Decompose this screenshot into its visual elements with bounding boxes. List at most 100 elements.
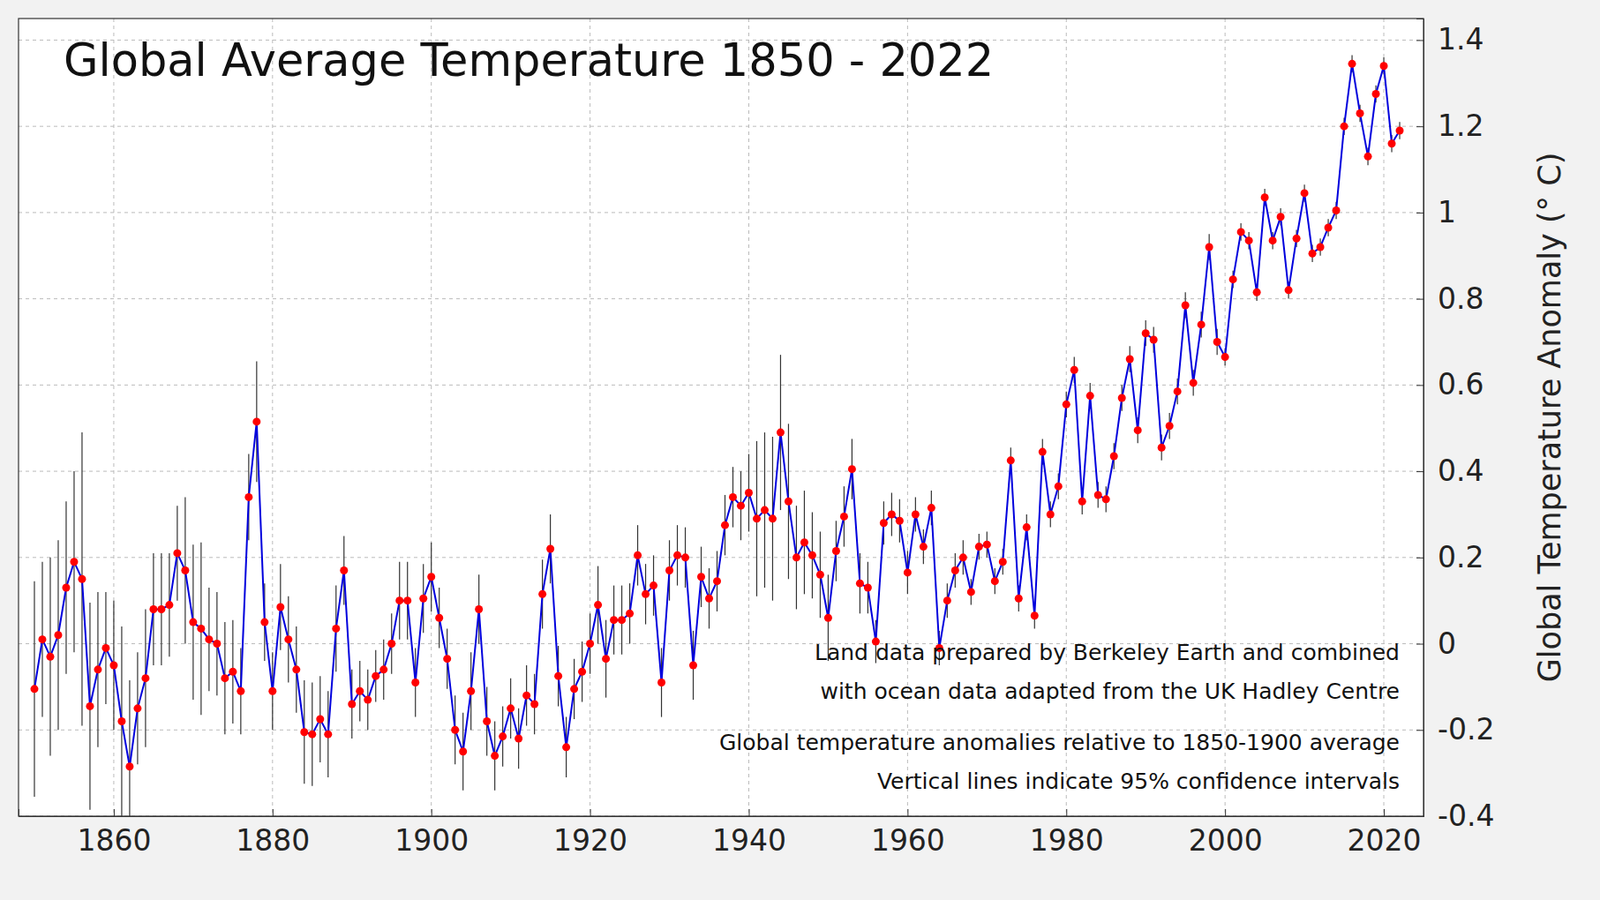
- point: [93, 665, 102, 674]
- point: [1165, 421, 1174, 430]
- tick-label: 1.2: [1437, 108, 1484, 143]
- point: [458, 747, 467, 756]
- point: [705, 594, 714, 603]
- tick-mark: [907, 809, 909, 817]
- tick-label: 0: [1437, 626, 1457, 662]
- point: [1324, 223, 1333, 232]
- tick-label: 1960: [871, 823, 946, 858]
- point: [1038, 448, 1047, 457]
- point: [1189, 378, 1198, 387]
- point: [601, 654, 610, 663]
- point: [101, 644, 110, 653]
- point: [1126, 355, 1135, 364]
- point: [236, 687, 245, 696]
- point: [276, 603, 285, 612]
- point: [1110, 451, 1119, 460]
- tick: 1.2: [1416, 108, 1484, 143]
- line: [34, 63, 1400, 767]
- tick: -0.2: [1416, 712, 1495, 747]
- tick-mark: [1416, 729, 1424, 731]
- tick: 0.6: [1416, 367, 1484, 402]
- point: [212, 639, 221, 648]
- point: [1356, 109, 1365, 118]
- point: [522, 691, 531, 700]
- point: [593, 600, 602, 609]
- point: [1269, 236, 1277, 245]
- point: [363, 696, 372, 705]
- point: [149, 605, 158, 614]
- point: [37, 635, 46, 644]
- point: [562, 743, 571, 752]
- point: [1292, 234, 1301, 243]
- point: [435, 614, 444, 623]
- point: [1118, 394, 1127, 403]
- point: [45, 653, 54, 662]
- point: [744, 488, 753, 497]
- point: [490, 751, 499, 760]
- point: [784, 497, 793, 506]
- tick: -0.4: [1416, 798, 1495, 834]
- tick-label: 1860: [76, 823, 151, 858]
- point: [1237, 227, 1246, 236]
- tick-label: 0.8: [1437, 281, 1484, 316]
- point: [260, 618, 269, 627]
- point: [697, 572, 706, 581]
- point: [991, 577, 1000, 586]
- point: [125, 762, 134, 771]
- point: [411, 678, 420, 687]
- point: [919, 542, 928, 551]
- point: [713, 577, 722, 586]
- point: [887, 510, 896, 519]
- tick: 1940: [712, 809, 787, 858]
- point: [721, 521, 729, 530]
- tick-mark: [1066, 809, 1067, 817]
- point: [1245, 236, 1254, 245]
- point: [1388, 139, 1397, 148]
- marks: [30, 55, 1404, 817]
- point: [204, 635, 213, 644]
- tick: 0.2: [1416, 540, 1484, 575]
- point: [188, 618, 197, 627]
- tick-mark: [1224, 809, 1226, 817]
- point: [585, 639, 594, 648]
- point: [30, 684, 38, 693]
- tick-label: 2020: [1347, 823, 1422, 858]
- point: [665, 566, 674, 575]
- point: [863, 584, 872, 593]
- tick: 0.4: [1416, 453, 1484, 489]
- point: [1300, 188, 1309, 197]
- tick-label: 1880: [235, 823, 310, 858]
- point: [1094, 490, 1103, 499]
- tick: 1880: [235, 809, 310, 858]
- tick: 1980: [1029, 809, 1105, 858]
- point: [617, 615, 626, 624]
- point: [1396, 127, 1405, 136]
- point: [641, 590, 650, 599]
- point: [474, 605, 483, 614]
- point: [339, 566, 348, 575]
- point: [1197, 320, 1206, 329]
- point: [1340, 122, 1349, 131]
- point: [443, 654, 451, 663]
- point: [967, 587, 976, 596]
- point: [959, 553, 968, 562]
- point: [609, 615, 618, 624]
- point: [1022, 523, 1031, 532]
- tick-mark: [1416, 384, 1424, 386]
- tick-label: 2000: [1188, 823, 1263, 858]
- point: [546, 545, 555, 554]
- tick: 1920: [553, 809, 628, 858]
- y-axis-title: Global Temperature Anomaly (° C): [1532, 152, 1568, 684]
- grid-line: [748, 18, 750, 817]
- tick-mark: [272, 809, 274, 817]
- point: [1316, 242, 1325, 251]
- point: [1348, 60, 1357, 68]
- annotation: Vertical lines indicate 95% confidence i…: [877, 768, 1400, 795]
- frame: [18, 18, 1424, 817]
- point: [1364, 152, 1373, 161]
- point: [498, 732, 507, 741]
- tick-label: 1900: [394, 823, 469, 858]
- point: [792, 553, 801, 562]
- point: [284, 635, 293, 644]
- tick-mark: [1416, 212, 1424, 214]
